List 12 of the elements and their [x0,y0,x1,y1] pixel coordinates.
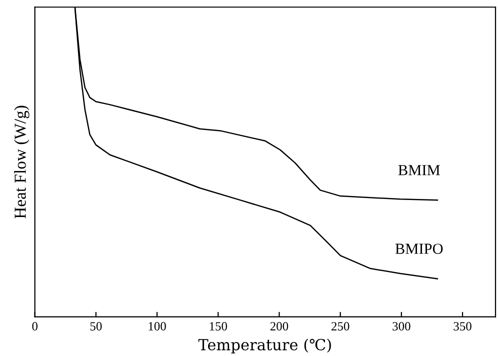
x-tick-label: 100 [148,322,166,330]
y-axis-title: Heat Flow (W/g) [14,106,30,218]
x-tick-label: 150 [210,322,228,330]
x-axis-title: Temperature (℃) [198,338,331,354]
x-tick-label: 0 [32,322,38,330]
series-label: BMIM [398,165,440,176]
x-tick-label: 50 [90,322,102,330]
x-tick-label: 250 [332,322,350,330]
x-tick-label: 200 [270,322,288,330]
x-tick-label: 350 [454,322,472,330]
x-tick-label: 300 [392,322,410,330]
series-label: BMIPO [395,244,443,254]
